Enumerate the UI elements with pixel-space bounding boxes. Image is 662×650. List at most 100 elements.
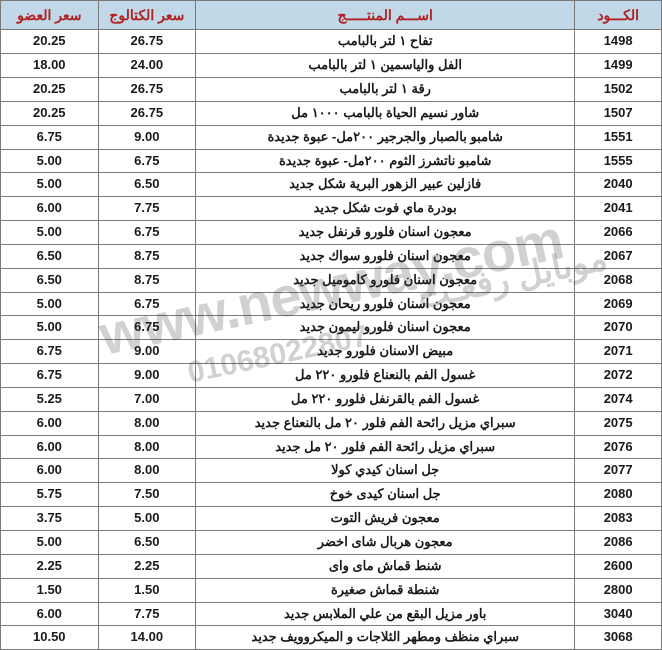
cell-catalog-price: 9.00 — [98, 125, 196, 149]
table-row: 2800شنطة قماش صغيرة1.501.50 — [1, 578, 662, 602]
table-row: 2600شنط قماش ماى واى2.252.25 — [1, 554, 662, 578]
header-catalog-price: سعر الكتالوج — [98, 1, 196, 30]
table-row: 2066معجون اسنان فلورو قرنفل جديد6.755.00 — [1, 221, 662, 245]
cell-name: معجون اسنان فلورو سواك جديد — [196, 244, 575, 268]
cell-code: 1502 — [575, 77, 662, 101]
cell-code: 1499 — [575, 54, 662, 78]
header-code: الكـــود — [575, 1, 662, 30]
table-row: 2041بودرة ماي فوت شكل جديد7.756.00 — [1, 197, 662, 221]
cell-name: شنطة قماش صغيرة — [196, 578, 575, 602]
cell-catalog-price: 7.75 — [98, 602, 196, 626]
cell-member-price: 6.00 — [1, 411, 99, 435]
cell-member-price: 20.25 — [1, 77, 99, 101]
table-row: 2072غسول الفم بالنعناع فلورو ٢٢٠ مل9.006… — [1, 364, 662, 388]
cell-member-price: 6.00 — [1, 459, 99, 483]
cell-member-price: 6.75 — [1, 364, 99, 388]
cell-code: 2069 — [575, 292, 662, 316]
cell-name: شاور نسيم الحياة بالبامب ١٠٠٠ مل — [196, 101, 575, 125]
cell-name: معجون اسنان فلورو كاموميل جديد — [196, 268, 575, 292]
cell-code: 2067 — [575, 244, 662, 268]
header-row: الكـــود اســـم المنتـــــج سعر الكتالوج… — [1, 1, 662, 30]
cell-catalog-price: 24.00 — [98, 54, 196, 78]
cell-member-price: 20.25 — [1, 101, 99, 125]
cell-code: 2077 — [575, 459, 662, 483]
table-row: 3068سبراي منظف ومطهر الثلاجات و الميكروو… — [1, 626, 662, 650]
cell-catalog-price: 6.50 — [98, 531, 196, 555]
cell-catalog-price: 6.75 — [98, 149, 196, 173]
cell-catalog-price: 26.75 — [98, 30, 196, 54]
cell-member-price: 6.50 — [1, 244, 99, 268]
cell-code: 2075 — [575, 411, 662, 435]
header-member-price: سعر العضو — [1, 1, 99, 30]
cell-catalog-price: 9.00 — [98, 364, 196, 388]
cell-member-price: 6.75 — [1, 340, 99, 364]
table-row: 1502رقة ١ لتر بالبامب26.7520.25 — [1, 77, 662, 101]
cell-member-price: 2.25 — [1, 554, 99, 578]
cell-catalog-price: 8.00 — [98, 435, 196, 459]
cell-catalog-price: 6.75 — [98, 316, 196, 340]
price-table-container: الكـــود اســـم المنتـــــج سعر الكتالوج… — [0, 0, 662, 650]
header-name: اســـم المنتـــــج — [196, 1, 575, 30]
cell-code: 3040 — [575, 602, 662, 626]
cell-name: معجون هربال شاى اخضر — [196, 531, 575, 555]
cell-member-price: 18.00 — [1, 54, 99, 78]
cell-name: الفل والياسمين ١ لتر بالبامب — [196, 54, 575, 78]
cell-name: باور مزيل البقع من علي الملابس جديد — [196, 602, 575, 626]
cell-name: جل اسنان كيدي كولا — [196, 459, 575, 483]
cell-name: غسول الفم بالنعناع فلورو ٢٢٠ مل — [196, 364, 575, 388]
table-row: 2069معجون اسنان فلورو ريحان جديد6.755.00 — [1, 292, 662, 316]
table-row: 2070معجون اسنان فلورو ليمون جديد6.755.00 — [1, 316, 662, 340]
cell-member-price: 6.75 — [1, 125, 99, 149]
cell-name: معجون اسنان فلورو ليمون جديد — [196, 316, 575, 340]
table-row: 3040باور مزيل البقع من علي الملابس جديد7… — [1, 602, 662, 626]
table-row: 2040فازلين عبير الزهور البرية شكل جديد6.… — [1, 173, 662, 197]
cell-name: معجون فريش التوت — [196, 507, 575, 531]
cell-code: 2070 — [575, 316, 662, 340]
cell-member-price: 3.75 — [1, 507, 99, 531]
cell-name: معجون اسنان فلورو ريحان جديد — [196, 292, 575, 316]
cell-name: شنط قماش ماى واى — [196, 554, 575, 578]
cell-name: سبراي مزيل رائحة الفم فلور ٢٠ مل جديد — [196, 435, 575, 459]
cell-name: شامبو بالصبار والجرجير ٢٠٠مل- عبوة جديدة — [196, 125, 575, 149]
cell-member-price: 5.75 — [1, 483, 99, 507]
table-row: 1555شامبو ناتشرز الثوم ٢٠٠مل- عبوة جديدة… — [1, 149, 662, 173]
cell-name: معجون اسنان فلورو قرنفل جديد — [196, 221, 575, 245]
cell-name: سبراي مزيل رائحة الفم فلور ٢٠ مل بالنعنا… — [196, 411, 575, 435]
cell-code: 2066 — [575, 221, 662, 245]
cell-catalog-price: 9.00 — [98, 340, 196, 364]
cell-code: 2040 — [575, 173, 662, 197]
table-row: 2075سبراي مزيل رائحة الفم فلور ٢٠ مل بال… — [1, 411, 662, 435]
table-row: 2076سبراي مزيل رائحة الفم فلور ٢٠ مل جدي… — [1, 435, 662, 459]
cell-catalog-price: 6.50 — [98, 173, 196, 197]
cell-catalog-price: 2.25 — [98, 554, 196, 578]
table-row: 2068معجون اسنان فلورو كاموميل جديد8.756.… — [1, 268, 662, 292]
cell-catalog-price: 7.50 — [98, 483, 196, 507]
cell-code: 2600 — [575, 554, 662, 578]
cell-member-price: 6.00 — [1, 602, 99, 626]
cell-member-price: 5.00 — [1, 173, 99, 197]
table-row: 1498تفاح ١ لتر بالبامب26.7520.25 — [1, 30, 662, 54]
cell-member-price: 5.25 — [1, 387, 99, 411]
table-row: 2083معجون فريش التوت5.003.75 — [1, 507, 662, 531]
cell-member-price: 5.00 — [1, 531, 99, 555]
cell-member-price: 20.25 — [1, 30, 99, 54]
table-row: 1499الفل والياسمين ١ لتر بالبامب24.0018.… — [1, 54, 662, 78]
cell-name: مبيض الاسنان فلورو جديد — [196, 340, 575, 364]
cell-catalog-price: 8.75 — [98, 244, 196, 268]
cell-member-price: 5.00 — [1, 149, 99, 173]
cell-code: 2074 — [575, 387, 662, 411]
table-row: 2074غسول الفم بالقرنفل فلورو ٢٢٠ مل7.005… — [1, 387, 662, 411]
table-row: 2067معجون اسنان فلورو سواك جديد8.756.50 — [1, 244, 662, 268]
cell-code: 2083 — [575, 507, 662, 531]
table-row: 2077جل اسنان كيدي كولا8.006.00 — [1, 459, 662, 483]
cell-catalog-price: 1.50 — [98, 578, 196, 602]
cell-member-price: 5.00 — [1, 221, 99, 245]
cell-catalog-price: 8.00 — [98, 459, 196, 483]
cell-member-price: 5.00 — [1, 316, 99, 340]
table-row: 2080جل اسنان كيدى خوخ7.505.75 — [1, 483, 662, 507]
cell-catalog-price: 6.75 — [98, 292, 196, 316]
cell-code: 2041 — [575, 197, 662, 221]
cell-member-price: 6.00 — [1, 197, 99, 221]
table-row: 2071مبيض الاسنان فلورو جديد9.006.75 — [1, 340, 662, 364]
cell-catalog-price: 26.75 — [98, 101, 196, 125]
